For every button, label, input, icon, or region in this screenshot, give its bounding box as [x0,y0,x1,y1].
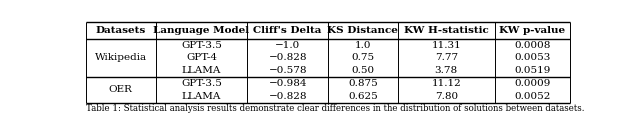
Text: Wikipedia: Wikipedia [95,53,147,62]
Text: LLAMA: LLAMA [182,66,221,75]
Text: −0.578: −0.578 [268,66,307,75]
Text: 0.0008: 0.0008 [515,41,550,50]
Text: 0.0519: 0.0519 [515,66,550,75]
Text: GPT-3.5: GPT-3.5 [181,41,222,50]
Text: Cliff's Delta: Cliff's Delta [253,26,322,35]
Text: Table 1: Statistical analysis results demonstrate clear differences in the distr: Table 1: Statistical analysis results de… [86,104,584,113]
Text: 0.875: 0.875 [348,79,378,88]
Text: 0.0009: 0.0009 [515,79,550,88]
Text: OER: OER [109,85,132,94]
Text: 11.12: 11.12 [431,79,461,88]
Text: 0.0053: 0.0053 [515,53,550,62]
Text: −0.828: −0.828 [268,53,307,62]
Text: 0.50: 0.50 [351,66,374,75]
Text: 7.80: 7.80 [435,92,458,101]
Text: −1.0: −1.0 [275,41,300,50]
Text: −0.828: −0.828 [268,92,307,101]
Text: GPT-4: GPT-4 [186,53,217,62]
Text: 0.625: 0.625 [348,92,378,101]
Text: 7.77: 7.77 [435,53,458,62]
Text: 11.31: 11.31 [431,41,461,50]
Text: KW H-statistic: KW H-statistic [404,26,488,35]
Text: 0.0052: 0.0052 [515,92,550,101]
Text: 3.78: 3.78 [435,66,458,75]
Text: GPT-3.5: GPT-3.5 [181,79,222,88]
Text: Datasets: Datasets [95,26,146,35]
Text: KS Distance: KS Distance [327,26,398,35]
Text: 1.0: 1.0 [355,41,371,50]
Text: Language Model: Language Model [154,26,250,35]
Text: LLAMA: LLAMA [182,92,221,101]
Text: −0.984: −0.984 [268,79,307,88]
Text: 0.75: 0.75 [351,53,374,62]
Text: KW p-value: KW p-value [499,26,566,35]
